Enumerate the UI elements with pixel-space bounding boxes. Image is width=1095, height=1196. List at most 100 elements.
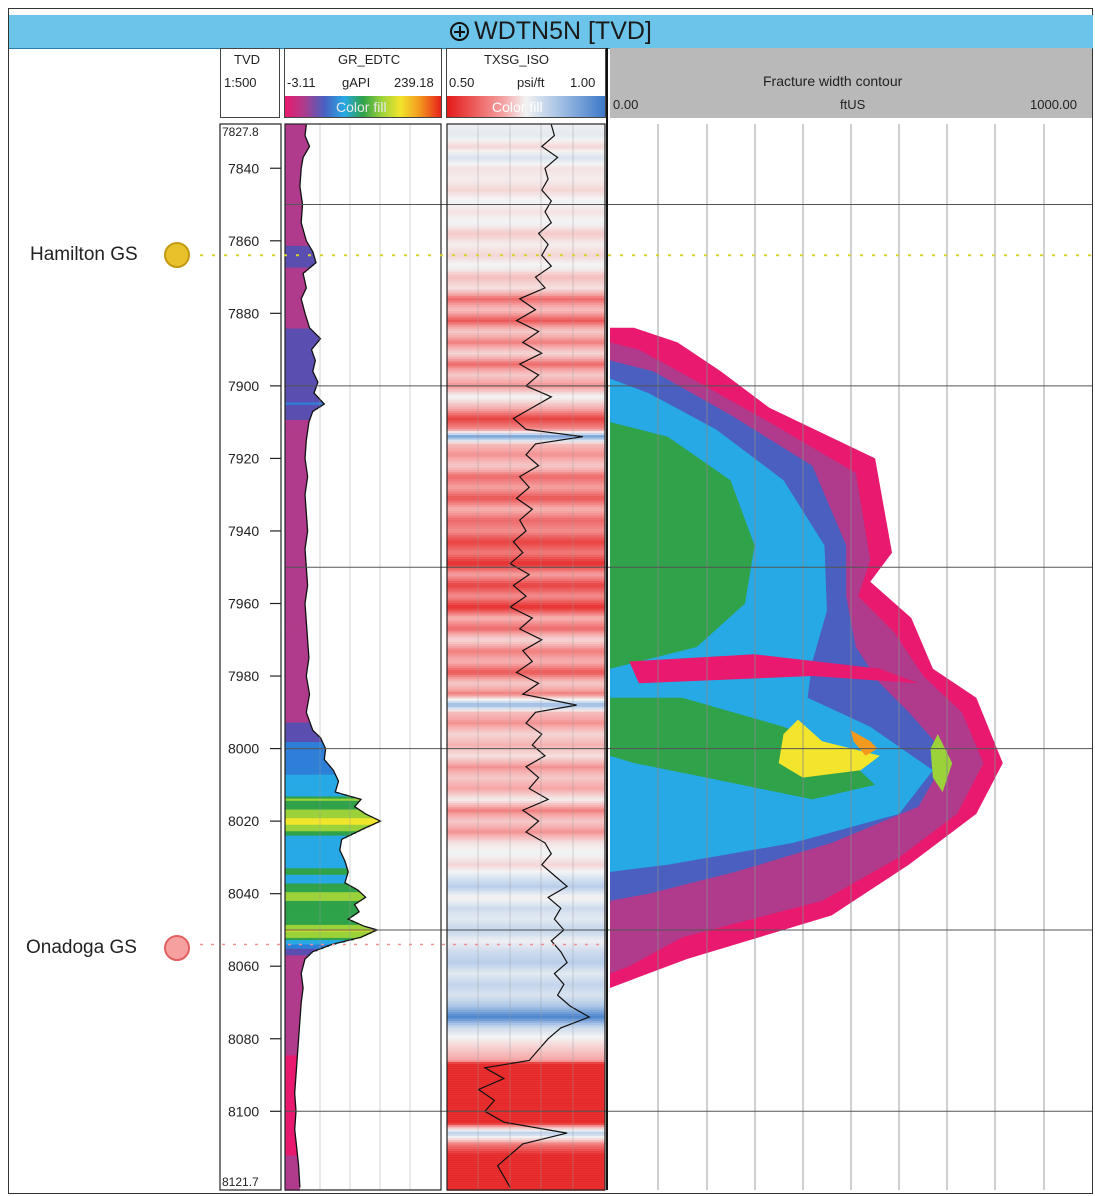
- txsg-fill-band: [447, 124, 605, 127]
- gr-fill-band: [285, 576, 308, 580]
- txsg-fill-band: [447, 990, 605, 993]
- gr-fill-band: [285, 870, 349, 874]
- txsg-fill-band: [447, 319, 605, 323]
- txsg-fill-band: [447, 937, 605, 941]
- txsg-fill-band: [447, 859, 605, 863]
- txsg-fill-band: [447, 796, 605, 800]
- txsg-fill-band: [447, 387, 605, 390]
- gr-fill-band: [285, 374, 315, 377]
- gr-fill-band: [285, 298, 302, 301]
- gr-fill-band: [285, 256, 315, 260]
- txsg-fill-band: [447, 322, 605, 325]
- txsg-fill-band: [447, 345, 605, 349]
- gr-fill-band: [285, 955, 308, 958]
- txsg-fill-band: [447, 635, 605, 638]
- gr-fill-band: [285, 1061, 297, 1065]
- gr-fill-band: [285, 842, 342, 845]
- gr-fill-band: [285, 178, 301, 181]
- txsg-fill-band: [447, 698, 605, 702]
- gr-fill-band: [285, 937, 354, 941]
- txsg-fill-band: [447, 641, 605, 645]
- txsg-fill-band: [447, 761, 605, 765]
- gr-fill-band: [285, 280, 305, 284]
- gr-fill-band: [285, 156, 304, 160]
- txsg-fill-band: [447, 274, 605, 277]
- txsg-fill-band: [447, 213, 605, 216]
- gr-fill-band: [285, 1035, 299, 1039]
- gr-fill-band: [285, 885, 353, 889]
- txsg-fill-band: [447, 842, 605, 845]
- gr-fill-band: [285, 197, 302, 201]
- txsg-fill-band: [447, 522, 605, 525]
- txsg-fill-band: [447, 1055, 605, 1059]
- txsg-fill-band: [447, 598, 605, 601]
- txsg-fill-band: [447, 887, 605, 891]
- gr-fill-band: [285, 363, 315, 366]
- txsg-fill-band: [447, 924, 605, 928]
- txsg-fill-band: [447, 1018, 605, 1022]
- txsg-fill-band: [447, 833, 605, 837]
- formation-label-onadoga: Onadoga GS: [26, 937, 137, 958]
- txsg-fill-band: [447, 544, 605, 547]
- depth-tick-label: 7860: [228, 233, 259, 249]
- txsg-fill-band: [447, 289, 605, 292]
- gr-fill-band: [285, 659, 309, 662]
- gr-fill-band: [285, 263, 314, 266]
- txsg-fill-band: [447, 1022, 605, 1026]
- txsg-fill-band: [447, 911, 605, 915]
- txsg-fill-band: [447, 853, 605, 856]
- gr-fill-band: [285, 171, 301, 175]
- formation-top-icon[interactable]: [164, 242, 190, 268]
- txsg-fill-band: [447, 559, 605, 562]
- txsg-fill-band: [447, 126, 605, 129]
- add-icon[interactable]: [450, 22, 470, 41]
- gr-fill-band: [285, 150, 307, 153]
- txsg-fill-band: [447, 365, 605, 369]
- txsg-fill-band: [447, 702, 605, 706]
- gr-fill-band: [285, 1055, 298, 1059]
- fracture-contour-level: [610, 422, 755, 669]
- gr-fill-band: [285, 322, 309, 325]
- gr-fill-band: [285, 722, 311, 726]
- txsg-fill-band: [447, 757, 605, 760]
- gr-fill-band: [285, 678, 308, 682]
- gr-fill-band: [285, 165, 302, 168]
- txsg-fill-band: [447, 1118, 605, 1122]
- gr-fill-band: [285, 239, 307, 242]
- txsg-fill-band: [447, 763, 605, 767]
- txsg-fill-band: [447, 1157, 605, 1161]
- txsg-fill-band: [447, 1088, 605, 1091]
- txsg-fill-band: [447, 678, 605, 682]
- gr-fill-band: [285, 300, 302, 303]
- txsg-fill-band: [447, 931, 605, 934]
- txsg-fill-band: [447, 979, 605, 982]
- txsg-fill-band: [447, 996, 605, 1000]
- txsg-fill-band: [447, 922, 605, 926]
- formation-top-icon[interactable]: [164, 935, 190, 961]
- gr-fill-band: [285, 1098, 296, 1102]
- gr-fill-band: [285, 252, 314, 255]
- txsg-fill-band: [447, 219, 605, 223]
- txsg-fill-label: Color fill: [492, 99, 543, 115]
- gr-fill-band: [285, 169, 301, 173]
- gr-fill-band: [285, 735, 320, 739]
- gr-fill-band: [285, 269, 307, 273]
- txsg-fill-band: [447, 141, 605, 144]
- gr-fill-band: [285, 317, 307, 321]
- gr-fill-band: [285, 433, 308, 436]
- txsg-fill-band: [447, 304, 605, 308]
- gr-fill-band: [285, 744, 325, 747]
- gr-fill-band: [285, 324, 309, 327]
- gr-fill-band: [285, 332, 316, 336]
- gr-fill-band: [285, 1066, 297, 1069]
- txsg-fill-band: [447, 637, 605, 641]
- gr-fill-band: [285, 648, 309, 652]
- gr-fill-band: [285, 470, 307, 473]
- gr-fill-band: [285, 354, 314, 358]
- fracture-contour-level: [629, 654, 919, 684]
- gr-fill-label: Color fill: [336, 99, 387, 115]
- gr-fill-band: [285, 578, 308, 582]
- gr-fill-band: [285, 474, 308, 477]
- txsg-fill-band: [447, 1175, 605, 1178]
- gr-fill-band: [285, 539, 307, 543]
